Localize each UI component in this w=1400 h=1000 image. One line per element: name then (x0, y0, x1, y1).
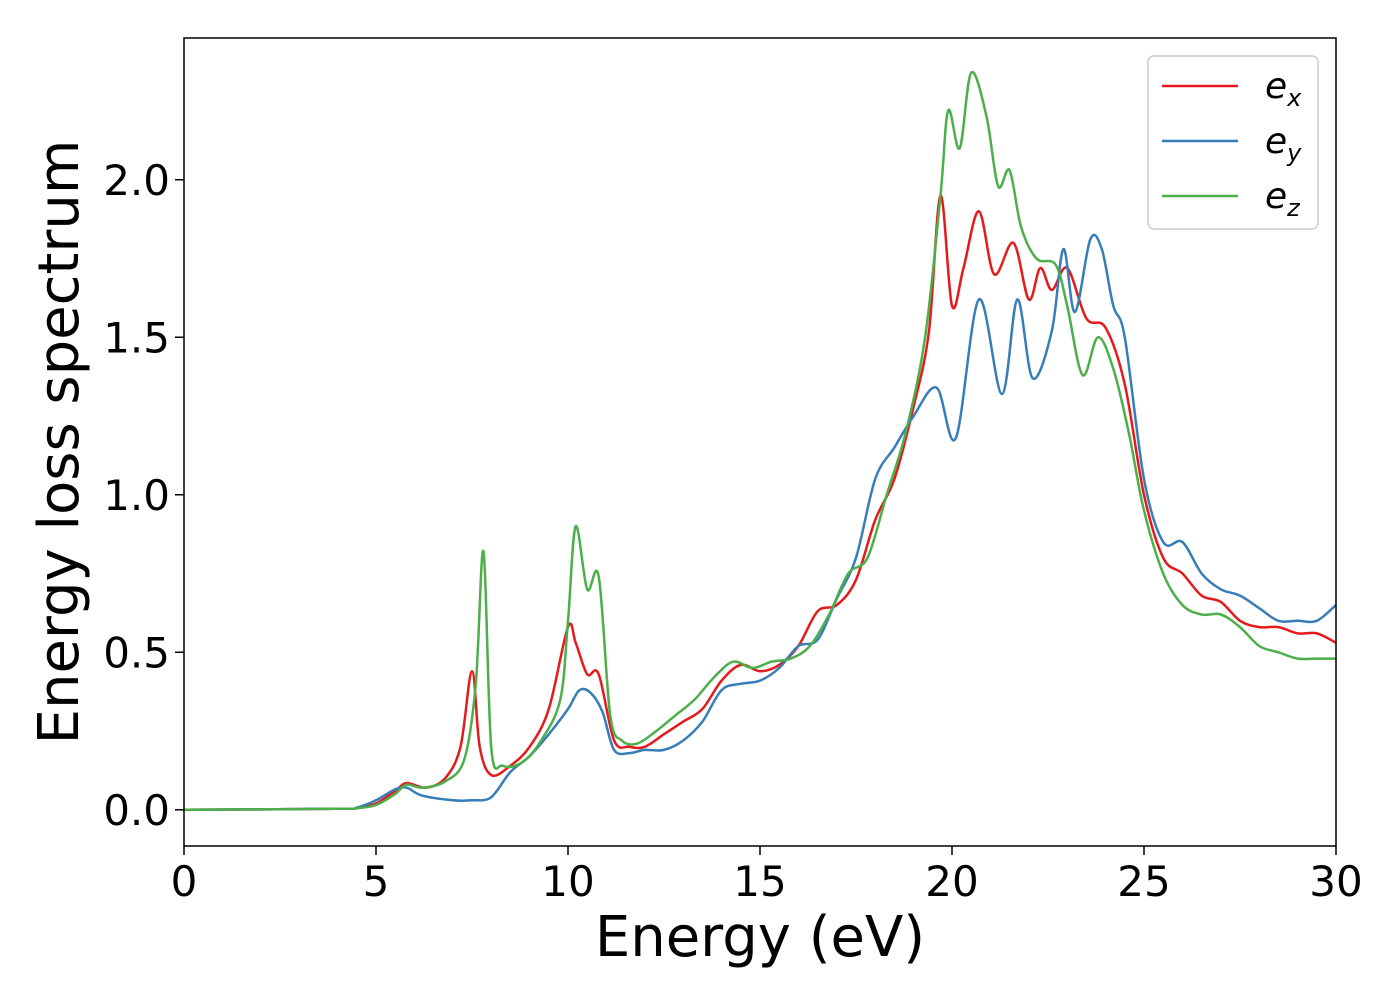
y-tick-label: 1.0 (103, 471, 170, 520)
plot-background (184, 38, 1336, 846)
y-axis-title: Energy loss spectrum (27, 140, 92, 745)
legend-subscript: x (1286, 84, 1302, 112)
x-tick-label: 20 (925, 857, 978, 906)
y-tick-label: 2.0 (103, 156, 170, 205)
series-line-ey (183, 233, 1337, 812)
x-tick-label: 25 (1117, 857, 1170, 906)
x-tick-label: 0 (171, 857, 198, 906)
y-tick-label: 0.5 (103, 628, 170, 677)
y-tick-label: 1.5 (103, 313, 170, 362)
y-axis: 0.0 0.5 1.0 1.5 2.0 (103, 156, 184, 835)
x-tick-label: 30 (1309, 857, 1362, 906)
x-axis: 0 5 10 15 20 25 30 (171, 846, 1363, 906)
series-line-ex (183, 194, 1337, 812)
x-tick-label: 15 (733, 857, 786, 906)
x-axis-title: Energy (eV) (595, 905, 925, 970)
y-tick-label: 0.0 (103, 786, 170, 835)
x-tick-label: 10 (541, 857, 594, 906)
series-line-ez (183, 71, 1336, 812)
x-tick-label: 5 (363, 857, 390, 906)
series-layer (183, 71, 1337, 812)
legend-box (1147, 55, 1319, 230)
legend-subscript: z (1286, 194, 1301, 222)
legend-subscript: y (1286, 139, 1302, 167)
